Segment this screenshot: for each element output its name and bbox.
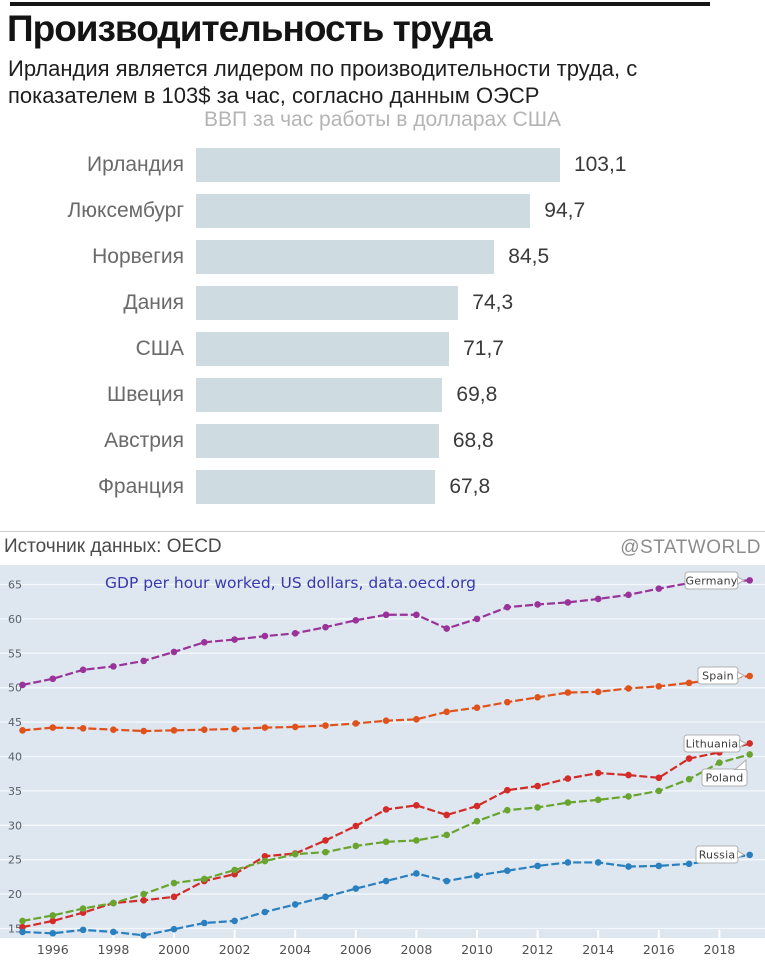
bar-value-label: 74,3 xyxy=(472,291,514,314)
svg-text:45: 45 xyxy=(8,716,22,729)
bar xyxy=(196,332,450,366)
bar xyxy=(196,470,436,504)
divider-line xyxy=(0,531,765,532)
bar xyxy=(196,286,459,320)
svg-text:2012: 2012 xyxy=(522,942,554,957)
svg-text:2016: 2016 xyxy=(643,942,675,957)
svg-text:2010: 2010 xyxy=(461,942,493,957)
bar-row: Швеция 69,8 xyxy=(0,378,765,412)
subtitle: Ирландия является лидером по производите… xyxy=(8,55,637,109)
page-title: Производительность труда xyxy=(7,8,493,49)
bar-value-label: 94,7 xyxy=(544,199,586,222)
svg-text:2008: 2008 xyxy=(400,942,432,957)
svg-text:2014: 2014 xyxy=(582,942,614,957)
plot-background xyxy=(0,565,765,938)
svg-text:65: 65 xyxy=(8,579,22,592)
svg-text:60: 60 xyxy=(8,613,22,626)
svg-text:2002: 2002 xyxy=(219,942,251,957)
bar-chart: Ирландия 103,1 Люксембург 94,7 Норвегия 84,5 Д… xyxy=(0,148,765,516)
svg-text:15: 15 xyxy=(8,923,22,936)
bar-value-label: 103,1 xyxy=(573,153,627,176)
bar-row: Ирландия 103,1 xyxy=(0,148,765,182)
svg-text:Spain: Spain xyxy=(702,670,734,683)
svg-text:20: 20 xyxy=(8,888,22,901)
series-russia xyxy=(19,851,753,939)
bar-row: Франция 67,8 xyxy=(0,470,765,504)
svg-text:1996: 1996 xyxy=(37,942,69,957)
bar xyxy=(196,240,495,274)
svg-text:2018: 2018 xyxy=(703,942,735,957)
line-chart-title: GDP per hour worked, US dollars, data.oe… xyxy=(105,574,476,592)
bar-category-label: США xyxy=(135,337,184,360)
social-handle: @STATWORLD xyxy=(620,537,761,558)
svg-text:50: 50 xyxy=(8,682,22,695)
svg-text:55: 55 xyxy=(8,647,22,660)
svg-text:25: 25 xyxy=(8,854,22,867)
top-rule xyxy=(10,2,710,6)
bar-row: Люксембург 94,7 xyxy=(0,194,765,228)
bar-category-label: Люксембург xyxy=(67,199,184,222)
y-axis-labels: 15 20 25 30 35 40 45 50 55 60 65 xyxy=(8,579,22,936)
svg-text:Germany: Germany xyxy=(686,575,738,588)
bar-value-label: 71,7 xyxy=(463,337,504,360)
bar xyxy=(196,378,443,412)
bar-value-label: 68,8 xyxy=(452,429,494,452)
data-source-label: Источник данных: OECD xyxy=(4,536,222,557)
subtitle-line-1: Ирландия является лидером по производите… xyxy=(8,56,638,81)
bar-category-label: Франция xyxy=(97,475,184,498)
gridlines xyxy=(0,583,765,938)
bar-value-label: 84,5 xyxy=(508,245,550,268)
bar-value-label: 69,8 xyxy=(456,383,498,406)
svg-text:Russia: Russia xyxy=(699,849,736,862)
bar xyxy=(196,194,531,228)
series-label-spain: Spain xyxy=(697,666,746,685)
bar-row: Дания 74,3 xyxy=(0,286,765,320)
svg-text:2000: 2000 xyxy=(158,942,190,957)
bar-value-label: 67,8 xyxy=(449,475,491,498)
series-lithuania xyxy=(19,740,753,931)
svg-text:1998: 1998 xyxy=(97,942,129,957)
bar-category-label: Австрия xyxy=(104,429,184,452)
svg-text:2006: 2006 xyxy=(340,942,372,957)
subtitle-line-2: показателем в 103$ за час, согласно данн… xyxy=(8,83,540,108)
series-germany xyxy=(19,577,753,689)
bar xyxy=(196,148,560,182)
bar-row: Норвегия 84,5 xyxy=(0,240,765,274)
line-chart: 15 20 25 30 35 40 45 50 55 60 65 1996 1998 2000 2002 20… xyxy=(0,565,765,957)
bar-category-label: Норвегия xyxy=(92,245,184,268)
svg-text:Poland: Poland xyxy=(706,772,744,785)
svg-text:40: 40 xyxy=(8,751,22,764)
bar-row: Австрия 68,8 xyxy=(0,424,765,458)
bar-category-label: Швеция xyxy=(107,383,184,406)
series-label-russia: Russia xyxy=(695,845,746,864)
svg-text:Lithuania: Lithuania xyxy=(686,738,739,751)
series-label-poland: Poland xyxy=(701,758,748,787)
bar-category-label: Ирландия xyxy=(87,153,184,176)
bar-category-label: Дания xyxy=(123,291,184,314)
x-axis-labels: 1996 1998 2000 2002 2004 2006 2008 2010 2012 2014… xyxy=(37,942,735,957)
series-poland xyxy=(19,751,753,925)
bar xyxy=(196,424,439,458)
series-label-germany: Germany xyxy=(684,571,746,590)
svg-text:30: 30 xyxy=(8,819,22,832)
bar-chart-title: ВВП за час работы в долларах США xyxy=(204,108,561,131)
svg-text:2004: 2004 xyxy=(279,942,311,957)
svg-text:35: 35 xyxy=(8,785,22,798)
series-label-lithuania: Lithuania xyxy=(683,734,748,753)
bar-row: США 71,7 xyxy=(0,332,765,366)
